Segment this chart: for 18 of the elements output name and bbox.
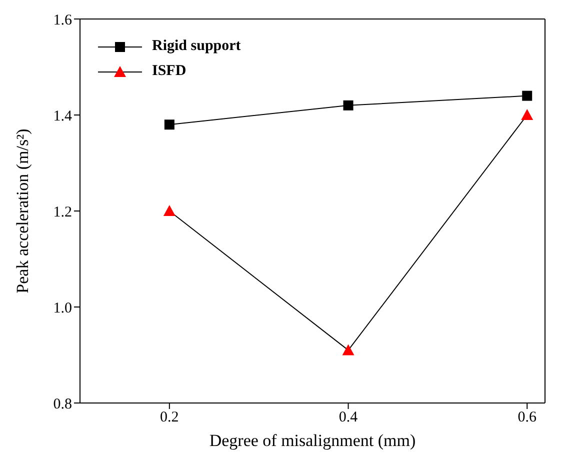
x-axis-title: Degree of misalignment (mm)	[209, 431, 416, 450]
legend-label: Rigid support	[152, 38, 241, 55]
y-tick-label: 1.4	[53, 108, 72, 124]
legend-label: ISFD	[152, 63, 186, 80]
y-tick-label: 1.6	[53, 12, 72, 28]
point	[343, 100, 354, 110]
y-tick-label: 1.2	[53, 204, 72, 220]
x-tick-label: 0.2	[160, 410, 179, 426]
x-tick-label: 0.4	[338, 410, 358, 426]
point	[342, 344, 354, 356]
y-tick-label: 0.8	[53, 396, 72, 412]
y-tick-label: 1.0	[53, 300, 72, 316]
point	[522, 90, 532, 101]
point	[521, 109, 534, 120]
x-tick-label: 0.6	[518, 410, 537, 426]
point	[163, 205, 176, 216]
point	[164, 120, 174, 130]
y-axis-title: Peak acceleration (m/s²)	[13, 128, 32, 294]
